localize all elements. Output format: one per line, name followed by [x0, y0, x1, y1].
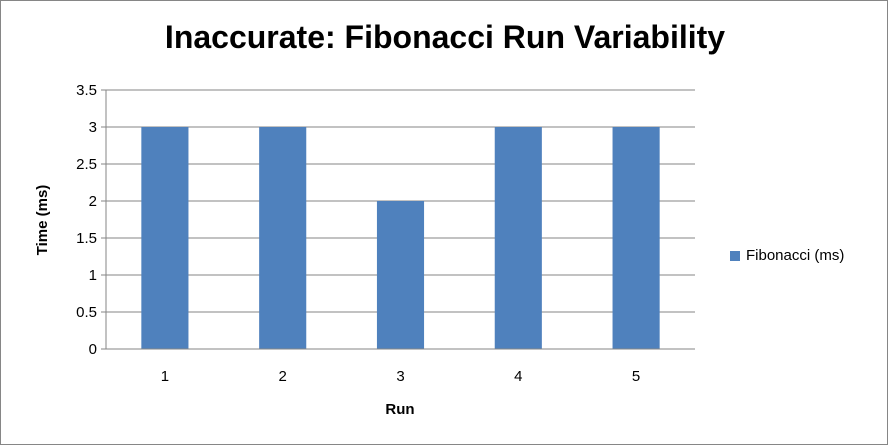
bar-run-4	[494, 127, 542, 349]
y-tick-label-4: 2	[89, 193, 97, 210]
bar-run-2	[259, 127, 307, 349]
x-axis-title: Run	[385, 401, 414, 418]
x-tick-label-3: 3	[396, 368, 404, 385]
bar-run-5	[612, 127, 660, 349]
x-tick-label-1: 1	[161, 368, 169, 385]
bar-run-1	[141, 127, 189, 349]
x-tick-label-4: 4	[514, 368, 522, 385]
y-tick-label-6: 3	[89, 119, 97, 136]
legend-label: Fibonacci (ms)	[746, 247, 845, 264]
y-tick-label-1: 0.5	[76, 304, 97, 321]
tick-labels: 0 0.5 1 1.5 2 2.5 3 3.5 1 2 3 4 5	[76, 82, 640, 385]
x-tick-label-5: 5	[632, 368, 640, 385]
y-tick-label-5: 2.5	[76, 156, 97, 173]
y-tick-label-2: 1	[89, 267, 97, 284]
y-tick-label-3: 1.5	[76, 230, 97, 247]
bars	[141, 127, 660, 349]
y-tick-label-7: 3.5	[76, 82, 97, 99]
chart-title: Inaccurate: Fibonacci Run Variability	[164, 19, 726, 55]
legend: Fibonacci (ms)	[730, 247, 844, 264]
y-axis-title: Time (ms)	[34, 185, 51, 256]
axes	[101, 89, 695, 350]
x-tick-label-2: 2	[279, 368, 287, 385]
bar-run-3	[376, 201, 425, 349]
y-tick-label-0: 0	[89, 341, 97, 358]
legend-swatch	[730, 250, 740, 261]
